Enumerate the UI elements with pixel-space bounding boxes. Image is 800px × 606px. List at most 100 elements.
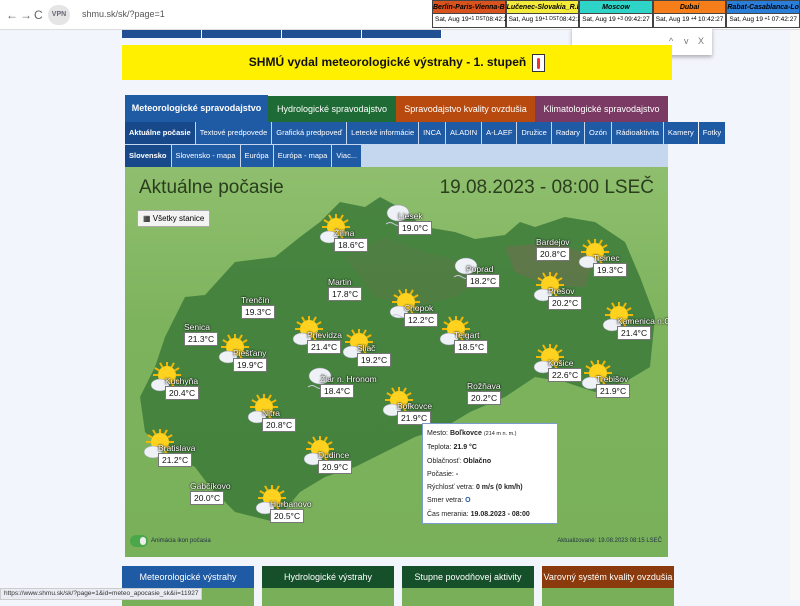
find-next-button[interactable]: v [684, 36, 689, 46]
subtab[interactable]: INCA [419, 122, 446, 144]
station-name[interactable]: Prešov [548, 286, 575, 296]
subtab[interactable]: Fotky [698, 122, 726, 144]
station-temp[interactable]: 17.8°C [328, 287, 363, 301]
station-temp[interactable]: 21.9°C [397, 411, 432, 425]
station-tooltip: Mesto: Boľkovce (214 m n. m.) Teplota: 2… [422, 423, 558, 524]
card-3[interactable]: Varovný systém kvality ovzdušia [542, 566, 674, 606]
subtab[interactable]: Aktuálne počasie [125, 122, 195, 144]
clock-widget[interactable]: Dubai Sat, Aug 19 +4 10:42:27 [652, 0, 727, 28]
tab-3[interactable]: Klimatologické spravodajstvo [535, 96, 668, 122]
station-name[interactable]: Bratislava [158, 443, 196, 453]
subtab[interactable]: Družice [517, 122, 551, 144]
animation-toggle[interactable] [130, 535, 148, 547]
station-name[interactable]: Nitra [262, 408, 280, 418]
station-temp[interactable]: 20.8°C [536, 247, 571, 261]
station-temp[interactable]: 20.5°C [270, 509, 305, 523]
station-temp[interactable]: 19.9°C [233, 358, 268, 372]
station-name[interactable]: Bardejov [536, 237, 570, 247]
find-prev-button[interactable]: ^ [669, 36, 674, 46]
station-name[interactable]: Gabčíkovo [190, 481, 231, 491]
tab-0[interactable]: Meteorologické spravodajstvo [125, 95, 268, 122]
tab-1[interactable]: Hydrologické spravodajstvo [268, 96, 396, 122]
subtab[interactable]: Grafická predpoveď [272, 122, 347, 144]
station-name[interactable]: Sliač [357, 343, 376, 353]
clock-widget[interactable]: Lučenec-Slovakia_R.DávidSat, Aug 19+1 DS… [505, 0, 585, 28]
subtab[interactable]: Ozón [585, 122, 611, 144]
subtab[interactable]: A-LAEF [482, 122, 517, 144]
station-temp[interactable]: 20.9°C [318, 460, 353, 474]
station-temp[interactable]: 19.3°C [593, 263, 628, 277]
station-name[interactable]: Poprad [466, 264, 494, 274]
nav-item[interactable] [282, 30, 362, 38]
subtab[interactable]: ALADIN [446, 122, 482, 144]
station-name[interactable]: Tisinec [593, 253, 620, 263]
card-0[interactable]: Meteorologické výstrahy [122, 566, 254, 606]
address-bar[interactable]: shmu.sk/sk/?page=1 [82, 9, 165, 19]
station-name[interactable]: Prievidza [307, 330, 342, 340]
station-name[interactable]: Liesek [398, 211, 423, 221]
station-temp[interactable]: 21.4°C [617, 326, 652, 340]
station-name[interactable]: Košice [548, 358, 574, 368]
station-temp[interactable]: 20.2°C [548, 296, 583, 310]
station-temp[interactable]: 20.8°C [262, 418, 297, 432]
station-temp[interactable]: 18.2°C [466, 274, 501, 288]
station-temp[interactable]: 20.0°C [190, 491, 225, 505]
station-temp[interactable]: 20.4°C [165, 386, 200, 400]
subtab[interactable]: Rádioaktivita [611, 122, 663, 144]
station-name[interactable]: Hurbanovo [270, 499, 312, 509]
station-name[interactable]: Chopok [404, 303, 434, 313]
station-temp[interactable]: 18.4°C [320, 384, 355, 398]
station-temp[interactable]: 18.6°C [334, 238, 369, 252]
subtab-region[interactable]: Európa [240, 145, 273, 167]
extension-icon[interactable]: VPN [48, 5, 70, 25]
forward-button[interactable]: → [20, 8, 32, 22]
clock-widget[interactable]: Rabat-Casablanca-LondonSat, Aug 19+107:4… [726, 0, 800, 28]
subtab-region[interactable]: Viac... [332, 145, 362, 167]
station-name[interactable]: Trenčín [241, 295, 270, 305]
reload-button[interactable]: C [34, 8, 43, 22]
station-name[interactable]: Boľkovce [397, 401, 433, 411]
card-1[interactable]: Hydrologické výstrahy [262, 566, 394, 606]
clock-widget[interactable]: Moscow Sat, Aug 19 +3 09:42:27 [579, 0, 653, 28]
station-name[interactable]: Piešťany [233, 348, 267, 358]
nav-item[interactable] [362, 30, 442, 38]
station-name[interactable]: Senica [184, 322, 210, 332]
station-temp[interactable]: 21.9°C [596, 384, 631, 398]
station-name[interactable]: Kamenica n.C. [617, 316, 668, 326]
nav-item[interactable] [202, 30, 282, 38]
station-temp[interactable]: 19.2°C [357, 353, 392, 367]
scrollbar[interactable] [790, 30, 800, 600]
station-name[interactable]: Dudince [318, 450, 350, 460]
all-stations-button[interactable]: ▦ Všetky stanice [137, 210, 211, 227]
station-temp[interactable]: 20.2°C [467, 391, 502, 405]
station-temp[interactable]: 19.3°C [241, 305, 276, 319]
station-temp[interactable]: 12.2°C [404, 313, 439, 327]
station-temp[interactable]: 21.4°C [307, 340, 342, 354]
station-name[interactable]: Žilina [334, 228, 355, 238]
station-name[interactable]: Teigart [454, 330, 480, 340]
subtab[interactable]: Radary [551, 122, 585, 144]
subtab-region[interactable]: Slovensko [125, 145, 171, 167]
station-name[interactable]: Kuchyňa [165, 376, 199, 386]
card-2[interactable]: Stupne povodňovej aktivity [402, 566, 534, 606]
subtab[interactable]: Letecké informácie [347, 122, 419, 144]
station-temp[interactable]: 21.3°C [184, 332, 219, 346]
station-temp[interactable]: 22.6°C [548, 368, 583, 382]
subtab[interactable]: Textové predpovede [195, 122, 272, 144]
subtab-region[interactable]: Európa - mapa [273, 145, 332, 167]
station-name[interactable]: Rožňava [467, 381, 501, 391]
find-close-button[interactable]: X [698, 36, 705, 46]
station-temp[interactable]: 21.2°C [158, 453, 193, 467]
subtab[interactable]: Kamery [663, 122, 698, 144]
station-temp[interactable]: 19.0°C [398, 221, 433, 235]
back-button[interactable]: ← [6, 8, 18, 22]
nav-item[interactable] [122, 30, 202, 38]
subtab-region[interactable]: Slovensko - mapa [171, 145, 240, 167]
station-name[interactable]: Trebišov [596, 374, 629, 384]
tab-2[interactable]: Spravodajstvo kvality ovzdušia [396, 96, 535, 122]
station-name[interactable]: Martin [328, 277, 352, 287]
station-name[interactable]: Žiar n. Hronom [320, 374, 377, 384]
station-temp[interactable]: 18.5°C [454, 340, 489, 354]
clock-widget[interactable]: Berlin-Paris-Vienna-BelgradeSat, Aug 19+… [432, 0, 511, 28]
warning-banner[interactable]: SHMÚ vydal meteorologické výstrahy - 1. … [122, 45, 672, 80]
